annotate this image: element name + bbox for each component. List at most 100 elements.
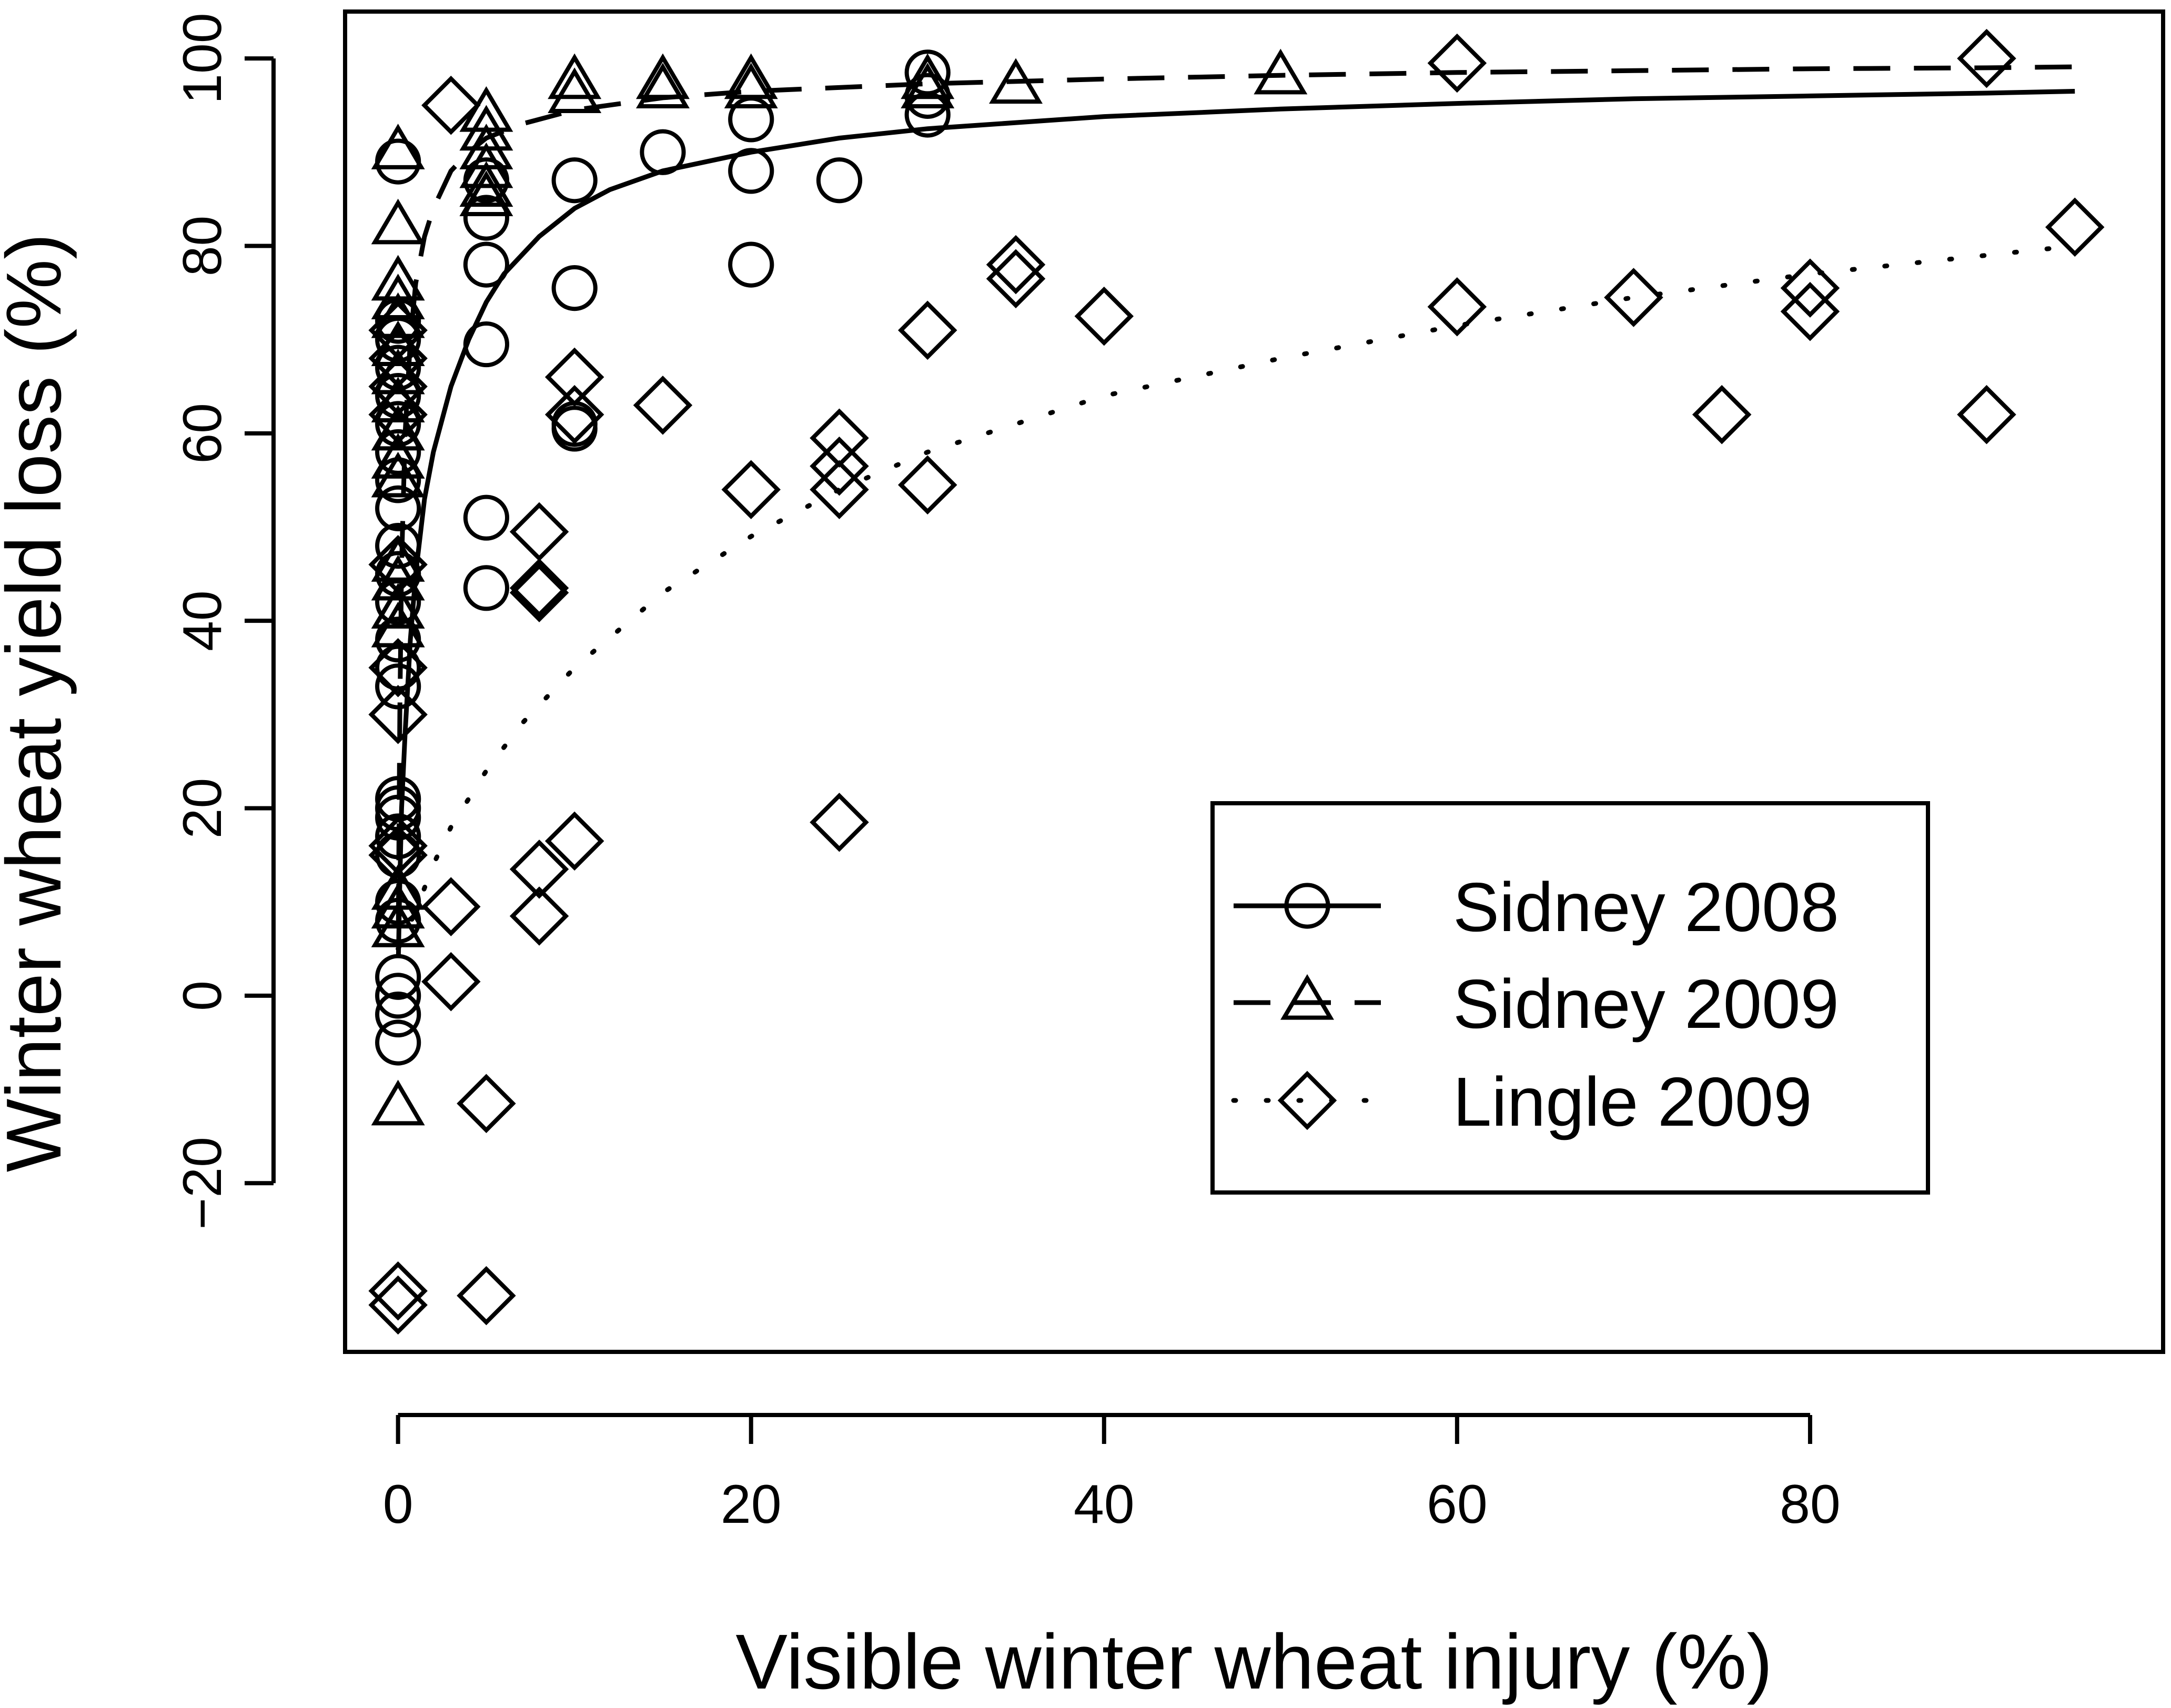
data-point-diamond bbox=[368, 638, 428, 698]
data-point-diamond bbox=[898, 455, 957, 515]
legend-marker-diamond bbox=[1277, 1070, 1337, 1130]
data-point-diamond bbox=[368, 300, 428, 360]
legend-marker-circle bbox=[1284, 883, 1330, 929]
data-point-diamond bbox=[509, 558, 569, 618]
data-point-diamond bbox=[810, 436, 869, 496]
data-point-triangle bbox=[371, 124, 425, 169]
plot-area bbox=[343, 9, 2165, 1354]
data-point-triangle bbox=[989, 58, 1043, 104]
data-point-diamond bbox=[633, 376, 693, 435]
data-point-triangle bbox=[548, 53, 602, 99]
data-point-diamond bbox=[810, 793, 869, 852]
legend-label-lingle-2009: Lingle 2009 bbox=[1453, 1063, 1812, 1140]
y-tick-label: 60 bbox=[172, 403, 233, 464]
data-point-diamond bbox=[544, 385, 604, 444]
legend-marker-diamond bbox=[1277, 1070, 1337, 1130]
y-axis-title: Winter wheat yield loss (%) bbox=[0, 234, 77, 1173]
data-point-circle bbox=[728, 148, 774, 194]
data-point-diamond bbox=[421, 877, 481, 936]
legend-marker-triangle bbox=[1280, 974, 1334, 1020]
data-point-circle bbox=[463, 565, 510, 611]
data-point-diamond bbox=[368, 385, 428, 444]
data-point-diamond bbox=[368, 1261, 428, 1321]
legend-entry-lingle-2009: Lingle 2009 bbox=[1231, 1063, 1812, 1140]
data-point-circle bbox=[816, 157, 863, 204]
data-point-diamond bbox=[1692, 385, 1752, 444]
data-point-triangle bbox=[901, 63, 955, 109]
data-point-triangle bbox=[459, 142, 513, 188]
data-point-diamond bbox=[810, 460, 869, 519]
data-point-diamond bbox=[509, 840, 569, 899]
data-point-triangle bbox=[371, 451, 425, 498]
data-point-diamond bbox=[368, 357, 428, 416]
y-tick-label: 80 bbox=[172, 216, 233, 277]
x-axis-ticks: 0 20 40 60 80 bbox=[383, 1415, 1841, 1535]
y-tick-label: −20 bbox=[172, 1137, 233, 1229]
data-point-diamond bbox=[1074, 286, 1134, 346]
x-tick-label: 60 bbox=[1427, 1474, 1488, 1535]
data-point-circle bbox=[375, 401, 421, 447]
data-point-circle bbox=[375, 973, 421, 1019]
data-point-diamond bbox=[1427, 277, 1487, 337]
legend-marker-circle bbox=[1284, 883, 1330, 929]
plot-frame bbox=[343, 9, 2165, 1354]
data-point-circle bbox=[640, 129, 686, 175]
data-point-diamond bbox=[457, 1266, 516, 1326]
data-point-diamond bbox=[457, 1074, 516, 1134]
data-point-circle bbox=[375, 523, 421, 569]
data-point-diamond bbox=[1604, 268, 1663, 327]
data-point-circle bbox=[375, 485, 421, 531]
data-point-circle bbox=[551, 406, 598, 452]
data-point-circle bbox=[375, 1019, 421, 1066]
data-point-circle bbox=[375, 663, 421, 710]
data-point-triangle bbox=[371, 1079, 425, 1126]
data-point-triangle bbox=[371, 433, 425, 479]
data-point-triangle bbox=[724, 53, 778, 99]
data-point-diamond bbox=[721, 460, 781, 519]
data-point-triangle bbox=[371, 902, 425, 947]
data-point-diamond bbox=[1427, 33, 1487, 93]
data-point-diamond bbox=[509, 502, 569, 562]
x-tick-label: 0 bbox=[383, 1474, 413, 1535]
data-point-triangle bbox=[371, 274, 425, 319]
data-point-circle bbox=[551, 265, 598, 311]
data-point-triangle bbox=[371, 883, 425, 929]
data-point-diamond bbox=[368, 329, 428, 388]
y-axis-ticks: −20 0 20 40 60 80 100 bbox=[172, 13, 274, 1229]
data-points bbox=[368, 28, 2105, 1335]
data-point-triangle bbox=[548, 67, 602, 113]
legend-box bbox=[1210, 801, 1930, 1195]
data-point-diamond bbox=[1957, 28, 2016, 88]
data-point-triangle bbox=[371, 583, 425, 629]
data-point-diamond bbox=[544, 811, 604, 871]
data-point-circle bbox=[463, 321, 510, 368]
data-point-diamond bbox=[544, 347, 604, 407]
data-point-diamond bbox=[368, 816, 428, 876]
y-tick-label: 20 bbox=[172, 778, 233, 839]
data-point-diamond bbox=[1780, 258, 1840, 318]
x-tick-label: 80 bbox=[1780, 1474, 1841, 1535]
fit-line-series-2 bbox=[396, 244, 2077, 952]
y-tick-label: 0 bbox=[172, 981, 233, 1011]
data-point-circle bbox=[463, 241, 510, 288]
data-point-triangle bbox=[459, 170, 513, 216]
data-point-circle bbox=[375, 954, 421, 1000]
data-point-triangle bbox=[635, 53, 690, 99]
data-point-diamond bbox=[509, 563, 569, 622]
data-point-circle bbox=[904, 92, 951, 138]
data-point-triangle bbox=[371, 198, 425, 245]
x-axis-title: Visible winter wheat injury (%) bbox=[735, 1619, 1772, 1705]
legend-entry-sidney-2009: Sidney 2009 bbox=[1234, 965, 1839, 1043]
data-point-diamond bbox=[509, 886, 569, 946]
data-point-triangle bbox=[371, 601, 425, 648]
data-point-circle bbox=[551, 157, 598, 204]
x-tick-label: 40 bbox=[1074, 1474, 1135, 1535]
y-tick-label: 100 bbox=[172, 13, 233, 104]
data-point-circle bbox=[375, 429, 421, 476]
data-point-circle bbox=[463, 195, 510, 241]
data-point-triangle bbox=[635, 63, 690, 109]
data-point-triangle bbox=[901, 53, 955, 99]
data-point-diamond bbox=[1780, 281, 1840, 341]
